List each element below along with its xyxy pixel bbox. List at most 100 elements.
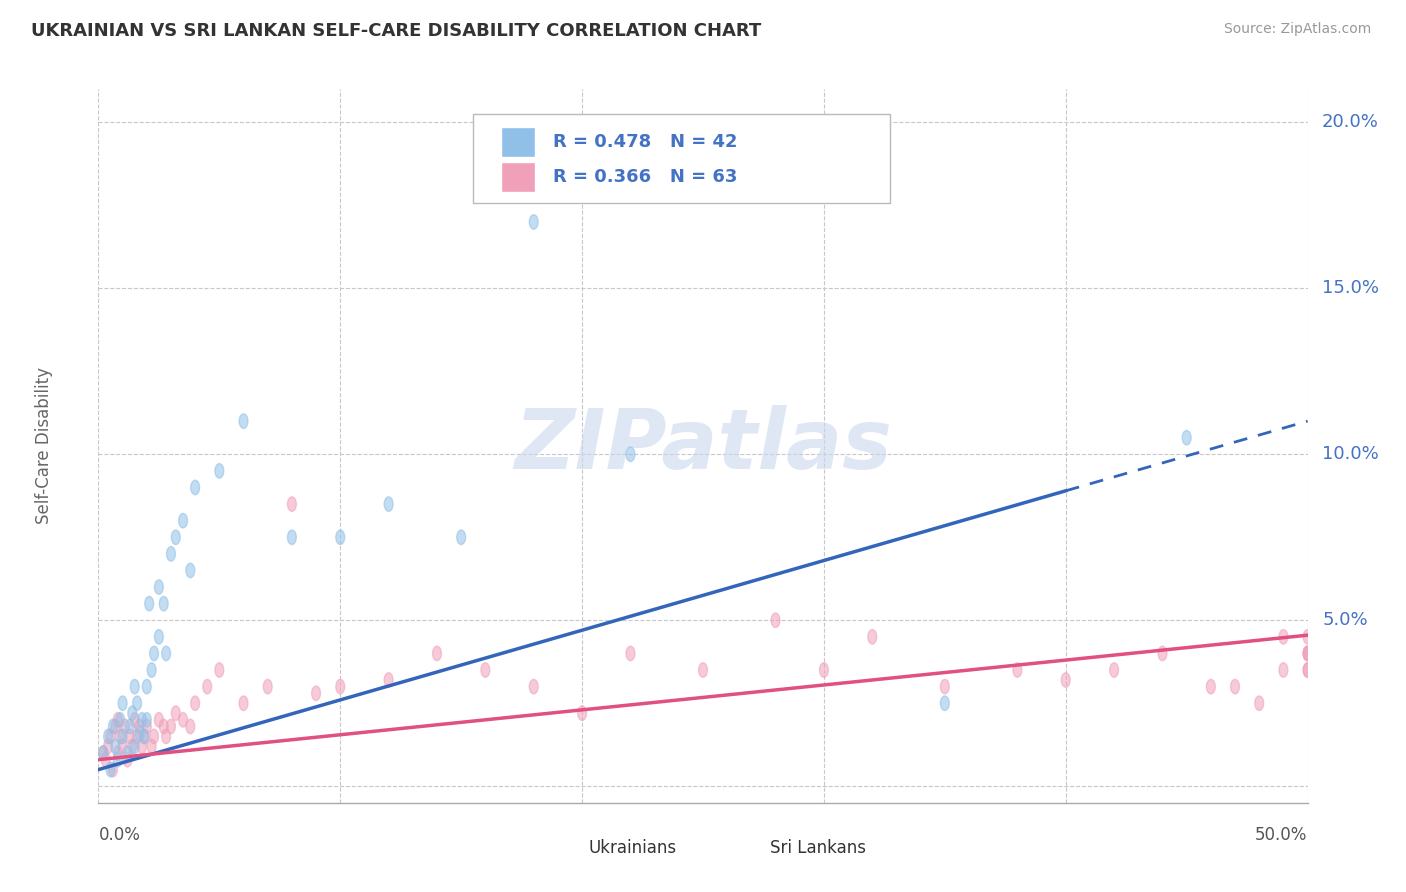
Ellipse shape <box>118 696 127 711</box>
Ellipse shape <box>770 613 780 628</box>
Ellipse shape <box>104 729 112 744</box>
Ellipse shape <box>115 729 125 744</box>
FancyBboxPatch shape <box>727 837 763 858</box>
Ellipse shape <box>149 646 159 661</box>
Ellipse shape <box>111 719 120 734</box>
Ellipse shape <box>148 739 156 754</box>
Text: R = 0.366   N = 63: R = 0.366 N = 63 <box>553 168 737 186</box>
Ellipse shape <box>105 729 115 744</box>
Ellipse shape <box>1279 663 1288 677</box>
Ellipse shape <box>1109 663 1119 677</box>
Ellipse shape <box>191 480 200 495</box>
Ellipse shape <box>114 752 122 767</box>
Ellipse shape <box>1303 663 1312 677</box>
Ellipse shape <box>312 686 321 700</box>
Ellipse shape <box>166 547 176 561</box>
Ellipse shape <box>336 680 344 694</box>
FancyBboxPatch shape <box>501 161 534 192</box>
Ellipse shape <box>111 739 120 754</box>
Ellipse shape <box>1159 646 1167 661</box>
Ellipse shape <box>121 719 129 734</box>
Text: R = 0.478   N = 42: R = 0.478 N = 42 <box>553 134 738 152</box>
Text: Sri Lankans: Sri Lankans <box>769 838 866 856</box>
Text: 15.0%: 15.0% <box>1322 279 1379 297</box>
Ellipse shape <box>132 729 142 744</box>
Ellipse shape <box>1303 646 1312 661</box>
Ellipse shape <box>159 597 169 611</box>
Ellipse shape <box>118 739 127 754</box>
Ellipse shape <box>138 739 146 754</box>
Ellipse shape <box>1303 630 1312 644</box>
FancyBboxPatch shape <box>546 837 582 858</box>
Ellipse shape <box>118 729 127 744</box>
Ellipse shape <box>155 630 163 644</box>
Ellipse shape <box>1303 646 1312 661</box>
Ellipse shape <box>941 680 949 694</box>
Ellipse shape <box>138 713 146 727</box>
Ellipse shape <box>135 726 143 740</box>
Ellipse shape <box>162 729 170 744</box>
Text: Self-Care Disability: Self-Care Disability <box>35 368 53 524</box>
Ellipse shape <box>122 746 132 760</box>
Ellipse shape <box>186 563 195 578</box>
Ellipse shape <box>131 739 139 754</box>
Ellipse shape <box>131 680 139 694</box>
Ellipse shape <box>101 752 110 767</box>
Ellipse shape <box>529 680 538 694</box>
Text: UKRAINIAN VS SRI LANKAN SELF-CARE DISABILITY CORRELATION CHART: UKRAINIAN VS SRI LANKAN SELF-CARE DISABI… <box>31 22 761 40</box>
Text: 50.0%: 50.0% <box>1256 826 1308 844</box>
Ellipse shape <box>149 729 159 744</box>
Text: 5.0%: 5.0% <box>1322 611 1368 629</box>
Ellipse shape <box>336 530 344 544</box>
Ellipse shape <box>239 414 247 428</box>
Text: 10.0%: 10.0% <box>1322 445 1379 463</box>
Ellipse shape <box>125 729 135 744</box>
Ellipse shape <box>172 530 180 544</box>
Ellipse shape <box>820 663 828 677</box>
Text: Source: ZipAtlas.com: Source: ZipAtlas.com <box>1223 22 1371 37</box>
Ellipse shape <box>108 719 117 734</box>
Ellipse shape <box>145 597 153 611</box>
Ellipse shape <box>263 680 273 694</box>
Ellipse shape <box>114 713 122 727</box>
Ellipse shape <box>626 646 636 661</box>
Ellipse shape <box>215 464 224 478</box>
Ellipse shape <box>1206 680 1215 694</box>
Ellipse shape <box>191 696 200 711</box>
Ellipse shape <box>1230 680 1240 694</box>
Ellipse shape <box>215 663 224 677</box>
Ellipse shape <box>287 530 297 544</box>
Ellipse shape <box>1182 431 1191 445</box>
Ellipse shape <box>141 729 149 744</box>
Ellipse shape <box>626 447 636 461</box>
Ellipse shape <box>1279 630 1288 644</box>
Ellipse shape <box>128 706 136 721</box>
Ellipse shape <box>141 729 149 744</box>
Ellipse shape <box>98 746 108 760</box>
Ellipse shape <box>172 706 180 721</box>
Ellipse shape <box>202 680 212 694</box>
Ellipse shape <box>941 696 949 711</box>
Ellipse shape <box>868 630 877 644</box>
Ellipse shape <box>98 746 108 760</box>
Ellipse shape <box>114 746 122 760</box>
Text: ZIPatlas: ZIPatlas <box>515 406 891 486</box>
Ellipse shape <box>1303 663 1312 677</box>
Ellipse shape <box>125 719 135 734</box>
Ellipse shape <box>179 514 187 528</box>
Ellipse shape <box>384 497 394 511</box>
Ellipse shape <box>108 763 117 777</box>
FancyBboxPatch shape <box>474 114 890 203</box>
Ellipse shape <box>186 719 195 734</box>
Ellipse shape <box>578 706 586 721</box>
Ellipse shape <box>384 673 394 687</box>
Text: 20.0%: 20.0% <box>1322 113 1379 131</box>
Text: Ukrainians: Ukrainians <box>588 838 676 856</box>
Ellipse shape <box>433 646 441 661</box>
Ellipse shape <box>287 497 297 511</box>
FancyBboxPatch shape <box>501 128 534 157</box>
Ellipse shape <box>104 739 112 754</box>
Ellipse shape <box>115 713 125 727</box>
Ellipse shape <box>239 696 247 711</box>
Ellipse shape <box>155 713 163 727</box>
